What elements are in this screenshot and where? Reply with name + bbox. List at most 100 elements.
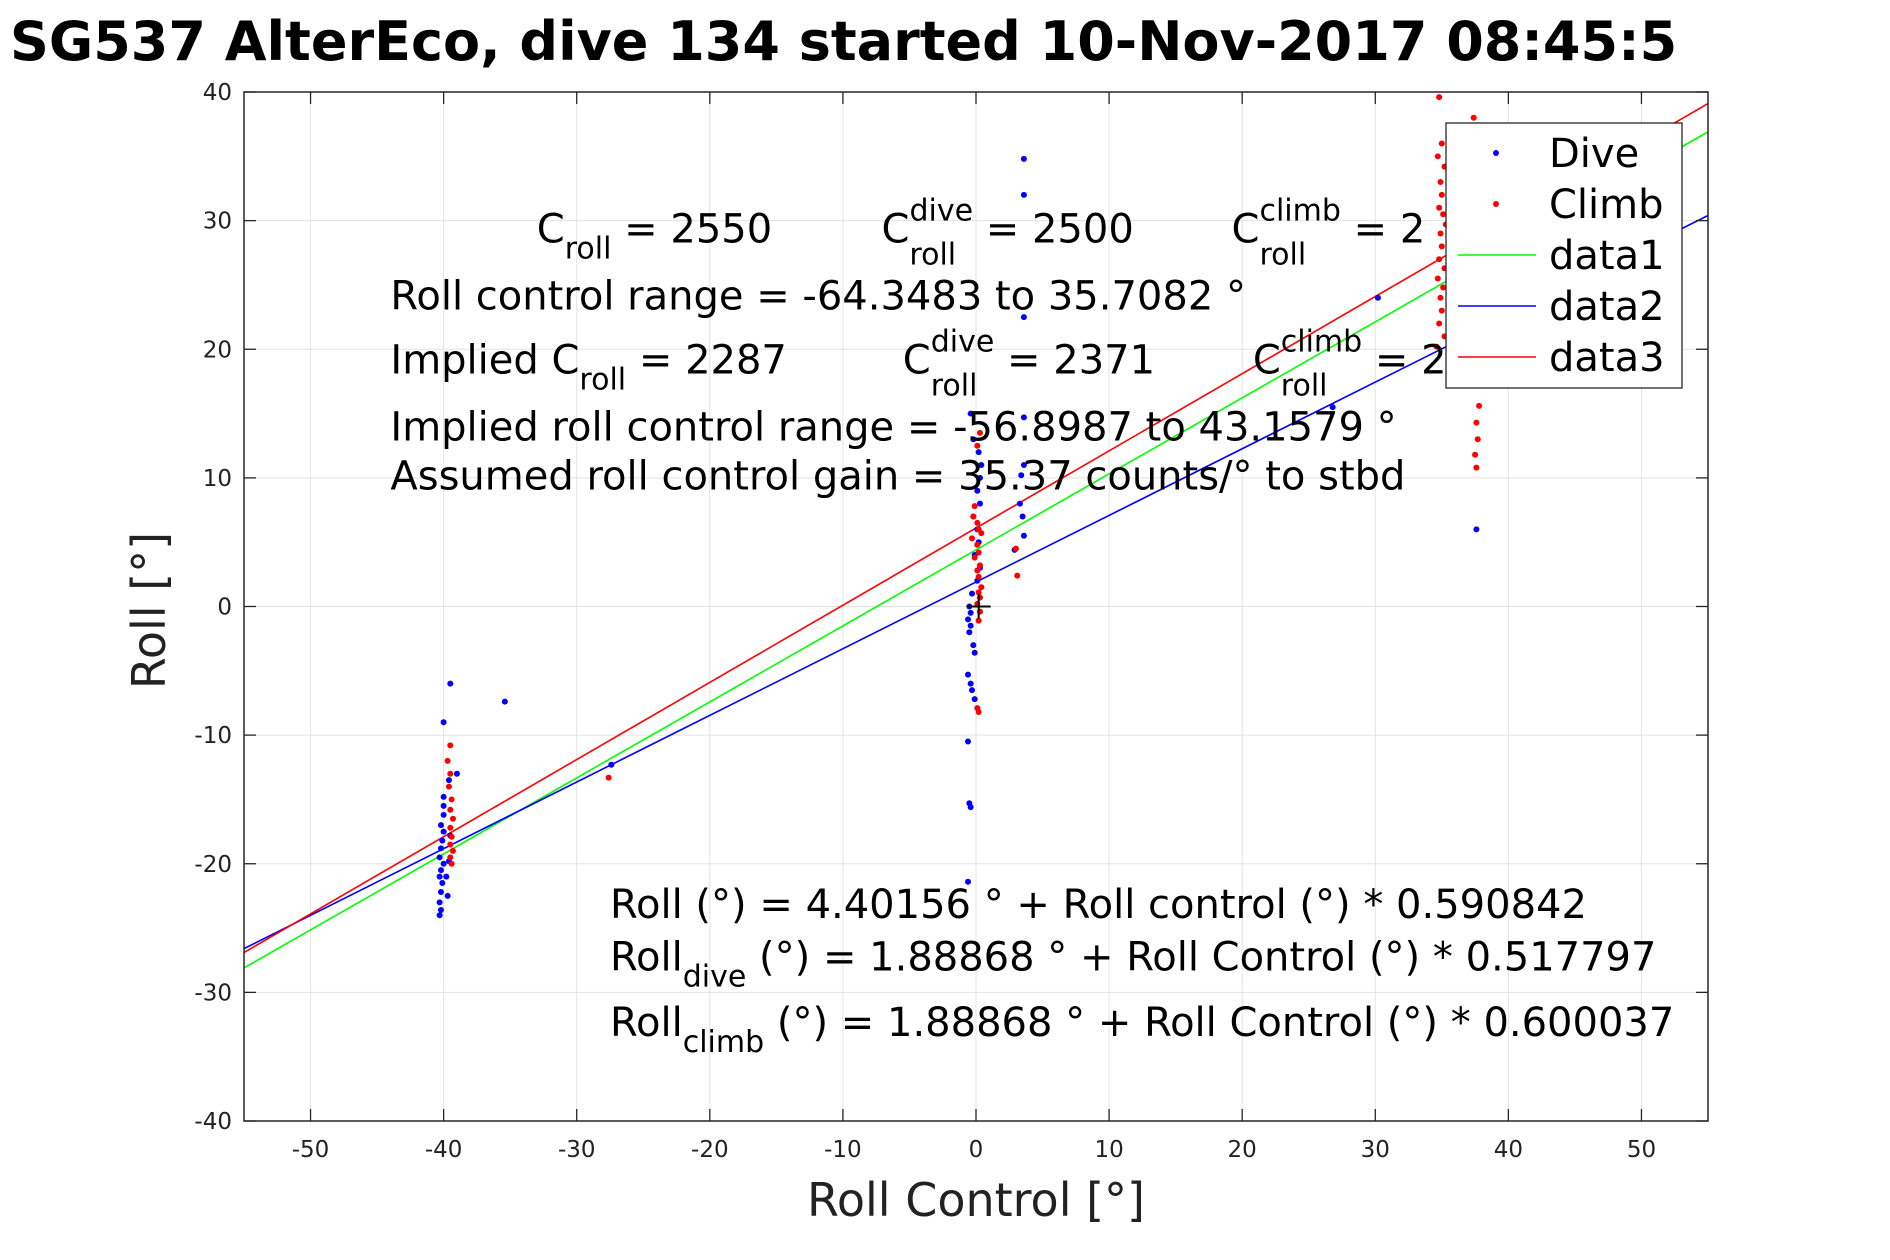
climb-point <box>1437 294 1444 301</box>
annotation-part: climb <box>683 1025 764 1060</box>
dive-point <box>440 802 447 809</box>
legend-marker-dive <box>1493 150 1499 156</box>
legend-entry-dive: Dive <box>1549 131 1639 177</box>
climb-point <box>1014 572 1021 579</box>
y-tick-label: -10 <box>194 723 232 749</box>
climb-point <box>1472 451 1479 458</box>
annotation-part: dive <box>931 325 995 360</box>
annotation-part: C <box>903 338 931 384</box>
climb-point <box>1436 204 1443 211</box>
y-tick-label: 30 <box>203 209 232 235</box>
dive-point <box>1020 191 1027 198</box>
y-tick-label: 40 <box>203 80 232 106</box>
y-tick-label: 20 <box>203 337 232 363</box>
dive-point <box>976 500 983 507</box>
dive-point <box>965 671 972 678</box>
dive-point <box>1016 500 1023 507</box>
climb-point <box>974 541 981 548</box>
dive-point <box>970 436 977 443</box>
annotation-text: Rollclimb (°) = 1.88868 ° + Roll Control… <box>610 1000 1674 1060</box>
climb-point <box>447 854 454 861</box>
climb-point <box>1438 307 1445 314</box>
legend-entry-data3: data3 <box>1549 335 1665 381</box>
annotation-part: roll <box>1260 237 1307 272</box>
annotation-part: = 2371 <box>994 338 1155 384</box>
annotation-text: Roll (°) = 4.40156 ° + Roll control (°) … <box>610 882 1587 928</box>
annotation-part: roll <box>565 231 612 266</box>
annotation-part: Roll <box>610 1000 683 1046</box>
dive-point <box>447 680 454 687</box>
dive-point <box>1329 404 1336 411</box>
dive-point <box>437 845 444 852</box>
y-tick-label: -30 <box>194 980 232 1006</box>
dive-point <box>444 892 451 899</box>
annotation-part: Implied roll control range = -56.8987 to… <box>390 405 1396 451</box>
dive-point <box>439 880 446 887</box>
dive-point <box>965 878 972 885</box>
annotation-text: Roll control range = -64.3483 to 35.7082… <box>390 273 1246 319</box>
annotation-text: Implied Croll = 2287 <box>390 338 786 398</box>
climb-point <box>445 783 452 790</box>
dive-point <box>440 828 447 835</box>
annotation-text: Cdive roll = 2371 <box>903 325 1155 404</box>
legend-entry-climb: Climb <box>1549 182 1664 228</box>
annotation-part: C <box>882 206 910 252</box>
legend-entry-data1: data1 <box>1549 233 1665 279</box>
climb-point <box>976 429 983 436</box>
y-tick-label: -40 <box>194 1109 232 1135</box>
equation-annotations: Croll = 2550 Cdive roll = 2500 Cclimb roll =… <box>390 193 1674 1060</box>
annotation-part: C <box>1232 206 1260 252</box>
annotation-text: Cclimb roll = 2 <box>1253 325 1447 404</box>
dive-point <box>443 873 450 880</box>
dive-point <box>436 912 443 919</box>
annotation-part: C <box>537 206 565 252</box>
x-tick-label: 0 <box>969 1137 984 1163</box>
x-tick-label: 50 <box>1627 1137 1656 1163</box>
annotation-part: dive <box>683 960 747 995</box>
climb-point <box>1437 230 1444 237</box>
x-axis-label: Roll Control [°] <box>807 1173 1145 1227</box>
dive-point <box>969 687 976 694</box>
annotation-part: Roll (°) = 4.40156 ° + Roll control (°) … <box>610 882 1587 928</box>
dive-point <box>437 822 444 829</box>
x-tick-label: 30 <box>1361 1137 1390 1163</box>
climb-point <box>449 847 456 854</box>
climb-point <box>971 554 978 561</box>
annotation-part: (°) = 1.88868 ° + Roll Control (°) * 0.6… <box>764 1000 1674 1046</box>
x-tick-label: -10 <box>824 1137 862 1163</box>
climb-point <box>447 841 454 848</box>
climb-point <box>975 617 982 624</box>
annotation-part: dive <box>909 193 973 228</box>
annotation-text: Croll = 2550 <box>537 206 772 266</box>
dive-point <box>978 462 985 469</box>
extra-point <box>1473 526 1480 533</box>
annotation-part: roll <box>1281 369 1328 404</box>
dive-point <box>965 738 972 745</box>
dive-point <box>965 616 972 623</box>
climb-point <box>1438 191 1445 198</box>
dive-point <box>975 449 982 456</box>
climb-point <box>1440 284 1447 291</box>
climb-point <box>1434 153 1441 160</box>
dive-point <box>501 698 508 705</box>
annotation-text: Assumed roll control gain = 35.37 counts… <box>390 453 1405 499</box>
dive-point <box>440 860 447 867</box>
climb-point <box>969 535 976 542</box>
center-plus-marker <box>966 594 991 619</box>
dive-point <box>436 899 443 906</box>
climb-point <box>1470 114 1477 121</box>
annotation-part: Roll <box>610 935 683 981</box>
dive-point <box>967 410 974 417</box>
dive-point <box>437 907 444 914</box>
climb-point <box>447 770 454 777</box>
climb-point <box>447 742 454 749</box>
climb-point <box>1434 275 1441 282</box>
dive-point <box>969 590 976 597</box>
annotation-part: = 2287 <box>626 338 787 384</box>
dive-point <box>1020 314 1027 321</box>
climb-point <box>976 562 983 569</box>
dive-point <box>1020 155 1027 162</box>
annotation-part: C <box>1253 338 1281 384</box>
annotation-part: = 2 <box>1341 206 1425 252</box>
annotation-part: climb <box>1259 193 1340 228</box>
